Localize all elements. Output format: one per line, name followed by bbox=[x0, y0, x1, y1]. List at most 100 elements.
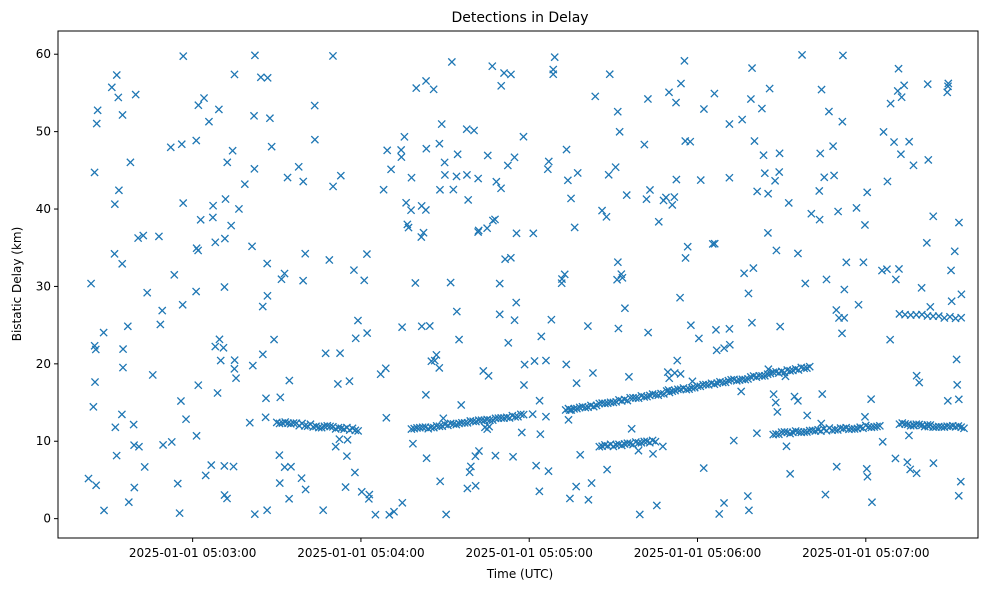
data-point bbox=[541, 356, 551, 365]
data-point bbox=[209, 201, 218, 210]
data-point bbox=[449, 185, 458, 194]
data-point bbox=[139, 231, 148, 240]
data-point bbox=[562, 360, 571, 369]
data-point bbox=[815, 215, 824, 224]
data-point bbox=[471, 481, 480, 490]
data-point bbox=[341, 483, 350, 492]
data-point bbox=[508, 452, 518, 461]
data-point bbox=[896, 150, 905, 159]
data-point bbox=[852, 203, 861, 212]
data-point bbox=[454, 335, 464, 344]
data-point bbox=[838, 117, 847, 126]
data-point bbox=[617, 270, 626, 279]
data-point bbox=[904, 431, 914, 440]
data-point bbox=[686, 321, 695, 330]
data-point bbox=[817, 85, 826, 94]
data-point bbox=[351, 334, 360, 343]
data-point bbox=[389, 507, 399, 516]
data-point bbox=[643, 94, 652, 104]
data-point bbox=[503, 161, 512, 170]
data-point bbox=[158, 306, 167, 315]
data-point bbox=[90, 168, 99, 177]
data-point bbox=[426, 423, 436, 432]
data-point bbox=[417, 232, 426, 242]
data-point bbox=[247, 242, 257, 251]
data-point bbox=[560, 270, 569, 279]
data-point bbox=[946, 266, 956, 275]
data-point bbox=[581, 403, 590, 412]
data-point bbox=[954, 491, 963, 500]
data-point bbox=[403, 220, 412, 229]
y-tick-label: 10 bbox=[36, 434, 51, 448]
data-point bbox=[528, 410, 537, 419]
data-point bbox=[570, 223, 579, 232]
data-point bbox=[944, 79, 953, 88]
data-point bbox=[912, 469, 921, 478]
data-point bbox=[204, 117, 214, 126]
data-point bbox=[591, 92, 600, 101]
data-point bbox=[398, 323, 407, 332]
data-point bbox=[757, 104, 766, 113]
data-point bbox=[752, 429, 761, 438]
data-point bbox=[110, 200, 119, 209]
data-point bbox=[670, 192, 679, 202]
data-point bbox=[379, 185, 388, 194]
data-point bbox=[362, 250, 371, 259]
data-point bbox=[815, 186, 824, 196]
data-point bbox=[353, 316, 363, 325]
data-point bbox=[565, 405, 574, 415]
data-point bbox=[301, 249, 310, 258]
data-point bbox=[227, 221, 236, 230]
x-tick-label: 2025-01-01 05:07:00 bbox=[802, 546, 929, 560]
data-point bbox=[891, 454, 900, 463]
data-point bbox=[875, 421, 884, 430]
data-point bbox=[889, 137, 899, 147]
data-point bbox=[333, 379, 342, 389]
data-point bbox=[385, 510, 394, 519]
data-point bbox=[824, 107, 833, 116]
data-point bbox=[782, 442, 791, 451]
data-point bbox=[269, 335, 279, 344]
data-point bbox=[562, 145, 571, 154]
data-point bbox=[631, 393, 640, 403]
data-point bbox=[382, 413, 391, 422]
plot-frame bbox=[57, 30, 979, 539]
data-point bbox=[710, 89, 719, 98]
data-point bbox=[544, 157, 553, 166]
data-point bbox=[830, 171, 839, 180]
data-point bbox=[92, 119, 101, 128]
data-point bbox=[547, 315, 556, 324]
data-point bbox=[119, 345, 128, 354]
data-point bbox=[834, 313, 844, 322]
data-point bbox=[793, 249, 803, 258]
data-point bbox=[776, 322, 785, 331]
data-point bbox=[750, 136, 759, 146]
data-point bbox=[371, 510, 380, 519]
data-point bbox=[354, 426, 363, 435]
data-point bbox=[588, 368, 597, 378]
x-tick-label: 2025-01-01 05:05:00 bbox=[465, 546, 592, 560]
data-point bbox=[854, 300, 863, 309]
data-point bbox=[360, 276, 369, 285]
data-point bbox=[671, 98, 681, 107]
chart-title: Detections in Delay bbox=[451, 10, 588, 26]
data-point bbox=[417, 201, 426, 210]
data-point bbox=[821, 490, 830, 499]
data-point bbox=[517, 428, 526, 437]
data-point bbox=[220, 461, 229, 470]
data-point bbox=[648, 436, 657, 445]
data-point bbox=[535, 396, 544, 405]
data-point bbox=[440, 158, 449, 167]
data-point bbox=[219, 343, 228, 352]
x-axis-label: Time (UTC) bbox=[486, 567, 553, 581]
data-point bbox=[681, 253, 690, 263]
data-point bbox=[635, 510, 644, 519]
data-point bbox=[299, 177, 308, 186]
data-point bbox=[605, 70, 614, 79]
data-point bbox=[84, 474, 93, 483]
data-point bbox=[886, 335, 895, 344]
data-point bbox=[107, 83, 116, 92]
data-point bbox=[167, 437, 176, 446]
data-point bbox=[729, 436, 738, 445]
data-point bbox=[452, 172, 461, 181]
